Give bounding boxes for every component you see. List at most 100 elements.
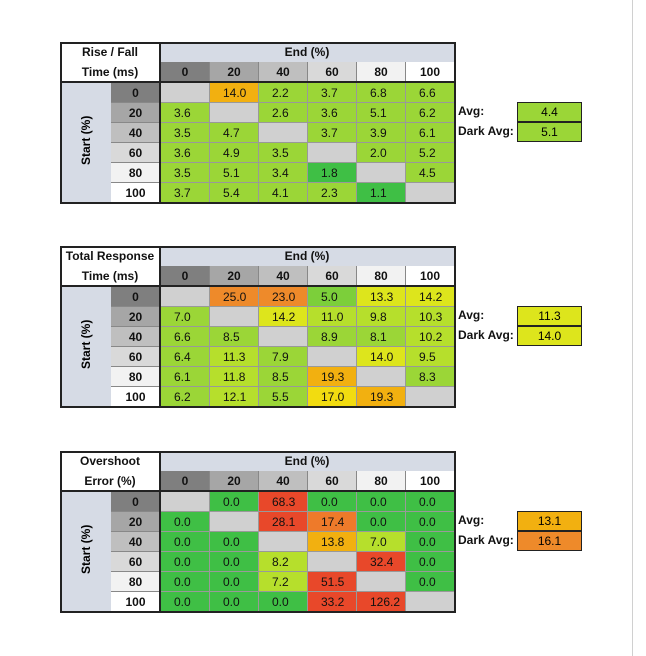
table-cell: 8.3 <box>405 366 454 386</box>
table-cell: 0.0 <box>405 571 454 591</box>
column-header: 20 <box>209 266 258 286</box>
row-header: 40 <box>111 531 160 551</box>
dark-avg-value: 14.0 <box>517 326 582 346</box>
column-header: 40 <box>258 62 307 82</box>
avg-label: Avg: <box>458 308 485 322</box>
avg-value: 4.4 <box>517 102 582 122</box>
column-header: 60 <box>307 62 356 82</box>
table-cell: 3.7 <box>307 122 356 142</box>
end-header: End (%) <box>160 42 454 62</box>
table-cell: 32.4 <box>356 551 405 571</box>
table-cell: 14.2 <box>405 286 454 306</box>
table-cell <box>307 142 356 162</box>
table-cell: 14.0 <box>209 82 258 102</box>
table-cell: 7.0 <box>356 531 405 551</box>
table-cell: 0.0 <box>307 491 356 511</box>
table-cell: 0.0 <box>160 551 209 571</box>
table-cell: 19.3 <box>307 366 356 386</box>
table-cell: 6.1 <box>405 122 454 142</box>
table-cell: 9.8 <box>356 306 405 326</box>
table-cell <box>356 366 405 386</box>
row-header: 40 <box>111 122 160 142</box>
table-cell: 25.0 <box>209 286 258 306</box>
table-cell: 3.5 <box>160 162 209 182</box>
table-cell <box>209 511 258 531</box>
avg-value: 13.1 <box>517 511 582 531</box>
column-header: 80 <box>356 62 405 82</box>
column-header: 20 <box>209 471 258 491</box>
table-label-line1: Total Response <box>60 246 160 266</box>
table-cell: 5.2 <box>405 142 454 162</box>
table-cell: 33.2 <box>307 591 356 611</box>
table-cell: 6.6 <box>160 326 209 346</box>
table-cell: 7.2 <box>258 571 307 591</box>
table-cell <box>160 491 209 511</box>
table-cell: 7.0 <box>160 306 209 326</box>
column-header: 100 <box>405 62 454 82</box>
table-cell: 3.9 <box>356 122 405 142</box>
table-cell: 8.1 <box>356 326 405 346</box>
table-cell <box>258 326 307 346</box>
table-cell: 0.0 <box>405 531 454 551</box>
table-cell: 11.0 <box>307 306 356 326</box>
table-cell: 2.2 <box>258 82 307 102</box>
column-header: 60 <box>307 266 356 286</box>
table-cell <box>405 182 454 202</box>
table-cell: 6.8 <box>356 82 405 102</box>
table-cell: 14.0 <box>356 346 405 366</box>
start-side-panel <box>60 491 111 611</box>
table-cell: 4.1 <box>258 182 307 202</box>
table-cell: 12.1 <box>209 386 258 406</box>
table-cell: 3.7 <box>160 182 209 202</box>
start-header: Start (%) <box>79 319 93 369</box>
row-header: 60 <box>111 142 160 162</box>
table-label-line2: Error (%) <box>60 471 160 491</box>
table-cell: 0.0 <box>209 591 258 611</box>
table-cell: 7.9 <box>258 346 307 366</box>
row-header: 100 <box>111 182 160 202</box>
table-cell: 5.0 <box>307 286 356 306</box>
dark-avg-label: Dark Avg: <box>458 533 514 547</box>
table-cell <box>356 162 405 182</box>
table-cell: 3.4 <box>258 162 307 182</box>
table-cell: 28.1 <box>258 511 307 531</box>
table-cell <box>258 531 307 551</box>
table-cell: 13.3 <box>356 286 405 306</box>
row-header: 100 <box>111 591 160 611</box>
column-header: 40 <box>258 266 307 286</box>
column-header: 80 <box>356 266 405 286</box>
row-header: 60 <box>111 551 160 571</box>
table-cell: 8.5 <box>209 326 258 346</box>
row-header: 0 <box>111 491 160 511</box>
dark-avg-label: Dark Avg: <box>458 124 514 138</box>
table-cell: 4.9 <box>209 142 258 162</box>
table-cell: 3.6 <box>160 142 209 162</box>
column-header: 20 <box>209 62 258 82</box>
table-cell: 0.0 <box>160 571 209 591</box>
table-cell: 11.3 <box>209 346 258 366</box>
table-cell: 11.8 <box>209 366 258 386</box>
table-cell: 2.3 <box>307 182 356 202</box>
table-cell: 4.5 <box>405 162 454 182</box>
table-cell <box>209 102 258 122</box>
table-cell <box>160 82 209 102</box>
table-cell <box>405 386 454 406</box>
table-cell: 0.0 <box>405 491 454 511</box>
table-cell: 10.2 <box>405 326 454 346</box>
table-cell: 10.3 <box>405 306 454 326</box>
table-cell <box>307 551 356 571</box>
table-cell <box>307 346 356 366</box>
table-cell: 8.9 <box>307 326 356 346</box>
table-cell: 51.5 <box>307 571 356 591</box>
table-cell <box>405 591 454 611</box>
table-cell: 0.0 <box>405 511 454 531</box>
table-cell: 23.0 <box>258 286 307 306</box>
table-cell: 6.4 <box>160 346 209 366</box>
dark-avg-value: 5.1 <box>517 122 582 142</box>
table-label-line1: Rise / Fall <box>60 42 160 62</box>
table-cell: 8.5 <box>258 366 307 386</box>
table-cell: 0.0 <box>258 591 307 611</box>
avg-value: 11.3 <box>517 306 582 326</box>
sheet-gridline <box>632 0 633 656</box>
end-header: End (%) <box>160 246 454 266</box>
